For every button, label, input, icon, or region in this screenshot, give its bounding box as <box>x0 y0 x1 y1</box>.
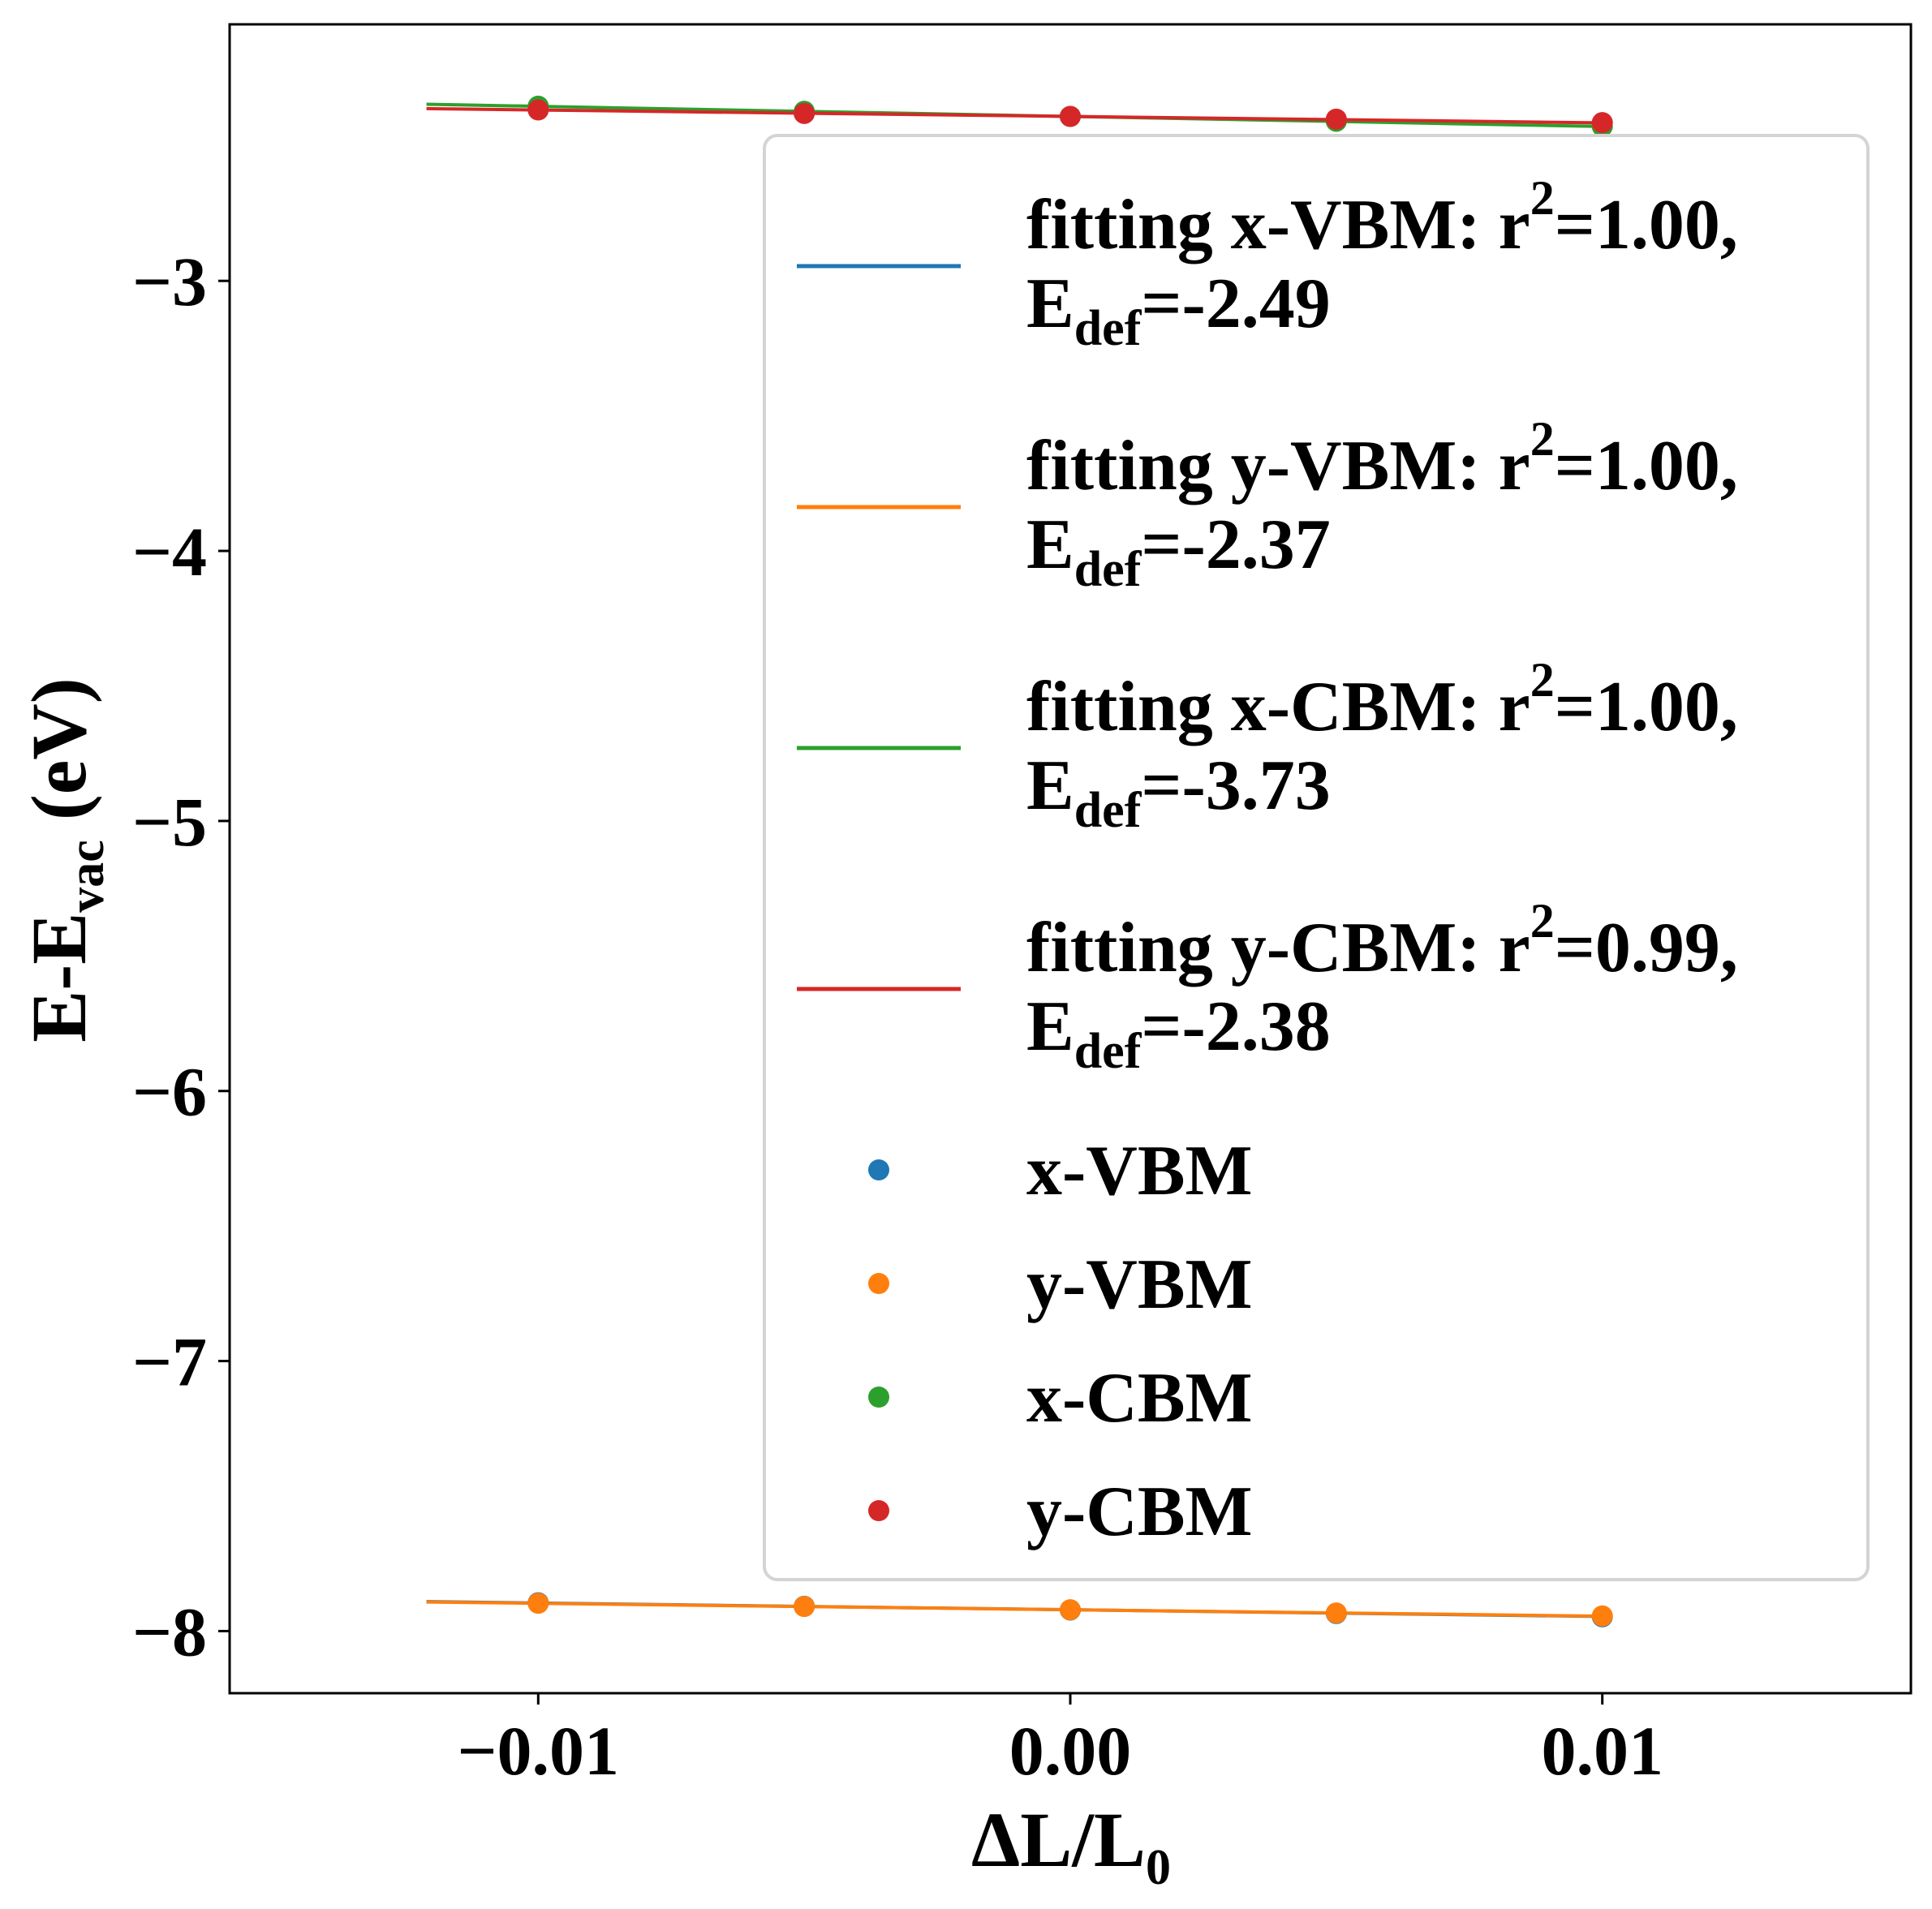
point-y-CBM <box>794 102 815 124</box>
legend-edef: Edef=-3.73 <box>1026 746 1331 838</box>
legend-r2-superscript: 2 <box>1530 653 1555 707</box>
legend-edef-value: =-2.49 <box>1141 264 1330 343</box>
x-tick-label: 0.01 <box>1541 1712 1663 1790</box>
x-axis-label-main: ΔL/L <box>971 1796 1146 1883</box>
y-axis-ticks: −3 −4 −5 −6 −7 −8 <box>132 243 230 1670</box>
legend-series-label: y-CBM <box>1026 1473 1253 1551</box>
legend-series-label: x-VBM <box>1026 1132 1253 1210</box>
data-points <box>527 95 1613 1627</box>
y-tick-label: −5 <box>132 783 207 861</box>
legend-edef-main: E <box>1026 987 1074 1066</box>
legend-marker-y-VBM <box>868 1273 889 1294</box>
x-axis-label-sub: 0 <box>1146 1840 1171 1895</box>
legend-r2-value: =1.00, <box>1555 668 1738 746</box>
y-axis-label: E-Evac (eV) <box>15 677 114 1042</box>
y-axis-label-tail: (eV) <box>15 677 102 840</box>
legend-fit-text: fitting y-CBM: r <box>1026 909 1530 987</box>
point-y-CBM <box>1591 112 1613 134</box>
legend-edef-main: E <box>1026 264 1074 343</box>
legend-marker-x-CBM <box>868 1387 889 1408</box>
point-y-VBM <box>1060 1599 1081 1621</box>
legend-fit-label: fitting y-VBM: r2=1.00, <box>1026 412 1738 505</box>
x-axis-ticks: −0.01 0.00 0.01 <box>458 1693 1663 1790</box>
point-y-CBM <box>1325 108 1347 130</box>
legend-edef-value: =-3.73 <box>1141 746 1330 825</box>
legend-r2-superscript: 2 <box>1530 171 1555 225</box>
y-tick-label: −8 <box>132 1593 207 1670</box>
y-tick-label: −6 <box>132 1053 207 1131</box>
x-tick-label: 0.00 <box>1009 1712 1132 1790</box>
legend-r2-value: =1.00, <box>1555 427 1738 505</box>
legend-entries: fitting x-VBM: r2=1.00,Edef=-2.49fitting… <box>797 171 1738 1551</box>
legend-edef: Edef=-2.49 <box>1026 264 1331 356</box>
legend-edef-main: E <box>1026 505 1074 584</box>
legend-fit-text: fitting y-VBM: r <box>1026 427 1530 505</box>
point-y-CBM <box>527 99 549 121</box>
point-y-CBM <box>1060 105 1081 127</box>
legend-fit-text: fitting x-CBM: r <box>1026 668 1530 746</box>
x-axis-label: ΔL/L0 <box>971 1796 1171 1895</box>
legend-r2-value: =0.99, <box>1555 909 1738 987</box>
legend-edef-main: E <box>1026 746 1074 825</box>
legend-fit-label: fitting x-VBM: r2=1.00, <box>1026 171 1738 264</box>
legend-edef: Edef=-2.38 <box>1026 987 1331 1079</box>
legend-fit-label: fitting x-CBM: r2=1.00, <box>1026 653 1738 746</box>
legend: fitting x-VBM: r2=1.00,Edef=-2.49fitting… <box>763 134 1870 1581</box>
legend-r2-superscript: 2 <box>1530 894 1555 948</box>
point-y-VBM <box>1325 1602 1347 1624</box>
point-y-VBM <box>794 1596 815 1618</box>
legend-box <box>763 134 1870 1581</box>
fit-lines <box>426 102 1608 1619</box>
point-y-VBM <box>1591 1605 1613 1627</box>
legend-fit-label: fitting y-CBM: r2=0.99, <box>1026 894 1738 987</box>
legend-edef-sub: def <box>1074 301 1142 356</box>
legend-marker-y-CBM <box>868 1500 889 1521</box>
legend-edef-sub: def <box>1074 542 1142 597</box>
y-axis-label-sub: vac <box>59 840 114 913</box>
fit-line-y-CBM <box>426 106 1608 125</box>
point-y-VBM <box>527 1593 549 1614</box>
legend-edef-value: =-2.38 <box>1141 987 1330 1066</box>
y-tick-label: −3 <box>132 243 207 320</box>
y-tick-label: −4 <box>132 513 207 591</box>
y-axis-label-main: E-E <box>15 913 102 1043</box>
legend-edef: Edef=-2.37 <box>1026 505 1331 597</box>
x-tick-label: −0.01 <box>458 1712 620 1790</box>
legend-edef-sub: def <box>1074 783 1142 838</box>
legend-marker-x-VBM <box>868 1159 889 1180</box>
legend-edef-sub: def <box>1074 1024 1142 1079</box>
legend-series-label: y-VBM <box>1026 1245 1253 1324</box>
legend-edef-value: =-2.37 <box>1141 505 1330 584</box>
legend-series-label: x-CBM <box>1026 1359 1253 1438</box>
legend-fit-text: fitting x-VBM: r <box>1026 186 1530 264</box>
y-tick-label: −7 <box>132 1323 207 1401</box>
fit-line-y-VBM <box>426 1600 1608 1619</box>
legend-r2-superscript: 2 <box>1530 412 1555 466</box>
legend-r2-value: =1.00, <box>1555 186 1738 264</box>
